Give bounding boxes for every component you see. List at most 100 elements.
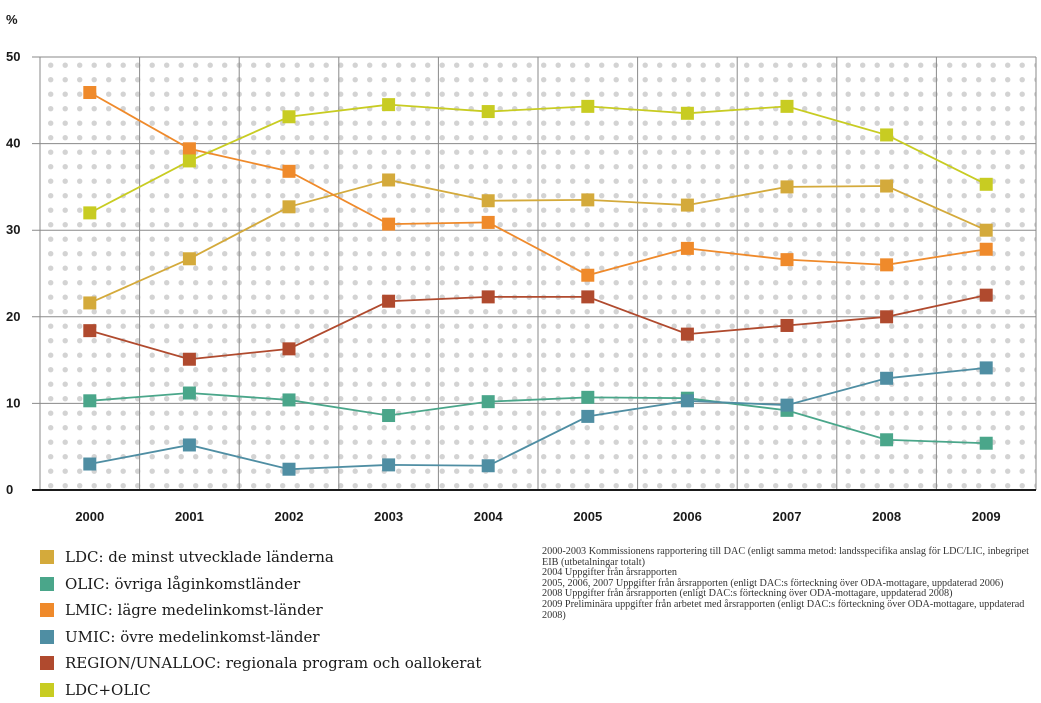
data-point [382, 173, 395, 186]
data-point [581, 410, 594, 423]
x-tick-label: 2003 [374, 509, 403, 524]
x-tick-label: 2001 [175, 509, 204, 524]
x-tick-label: 2004 [474, 509, 504, 524]
legend-item: REGION/UNALLOC: regionala program och oa… [40, 650, 481, 677]
data-point [482, 290, 495, 303]
data-point [183, 252, 196, 265]
x-tick-label: 2005 [573, 509, 602, 524]
data-point [482, 216, 495, 229]
legend-item: LDC+OLIC [40, 677, 481, 703]
legend-swatch [40, 577, 54, 591]
data-point [382, 98, 395, 111]
data-point [283, 463, 296, 476]
legend-swatch [40, 603, 54, 617]
data-point [880, 372, 893, 385]
data-point [681, 107, 694, 120]
data-point [980, 224, 993, 237]
y-tick-label: 20 [6, 309, 20, 324]
legend-label: LDC+OLIC [65, 681, 151, 699]
data-point [183, 142, 196, 155]
x-tick-label: 2007 [773, 509, 802, 524]
legend-label: UMIC: övre medelinkomst-länder [65, 628, 320, 646]
data-point [880, 433, 893, 446]
data-point [880, 180, 893, 193]
data-point [880, 310, 893, 323]
data-point [83, 206, 96, 219]
note-line: 2009 Preliminära uppgifter från arbetet … [542, 600, 1037, 621]
data-point [681, 199, 694, 212]
data-point [581, 391, 594, 404]
legend-item: LDC: de minst utvecklade länderna [40, 544, 481, 571]
data-point [781, 180, 794, 193]
data-point [980, 243, 993, 256]
legend: LDC: de minst utvecklade länderna OLIC: … [40, 544, 481, 703]
data-point [382, 458, 395, 471]
data-point [482, 105, 495, 118]
data-point [980, 178, 993, 191]
legend-swatch [40, 550, 54, 564]
x-tick-label: 2006 [673, 509, 702, 524]
legend-item: LMIC: lägre medelinkomst-länder [40, 597, 481, 624]
legend-item: OLIC: övriga låginkomstländer [40, 571, 481, 598]
data-point [83, 296, 96, 309]
legend-label: REGION/UNALLOC: regionala program och oa… [65, 654, 481, 672]
data-point [681, 328, 694, 341]
data-point [283, 165, 296, 178]
data-point [581, 100, 594, 113]
data-point [183, 154, 196, 167]
data-point [581, 269, 594, 282]
data-point [980, 289, 993, 302]
data-point [681, 394, 694, 407]
legend-swatch [40, 683, 54, 697]
legend-item: UMIC: övre medelinkomst-länder [40, 624, 481, 651]
x-tick-label: 2000 [75, 509, 104, 524]
data-point [880, 128, 893, 141]
x-tick-label: 2002 [275, 509, 304, 524]
data-point [382, 409, 395, 422]
data-point [83, 86, 96, 99]
data-point [183, 387, 196, 400]
data-point [581, 193, 594, 206]
data-point [980, 361, 993, 374]
data-point [781, 319, 794, 332]
y-tick-label: 30 [6, 222, 20, 237]
y-tick-label: 50 [6, 49, 20, 64]
legend-swatch [40, 630, 54, 644]
data-point [482, 194, 495, 207]
data-point [283, 342, 296, 355]
data-point [283, 110, 296, 123]
y-tick-label: 10 [6, 395, 20, 410]
data-point [581, 290, 594, 303]
data-point [283, 393, 296, 406]
data-point [781, 253, 794, 266]
y-axis-label: % [6, 12, 18, 27]
data-point [781, 100, 794, 113]
x-axis: 2000 2001 2002 2003 2004 2005 2006 2007 2008 2009 [75, 509, 1000, 524]
data-point [382, 295, 395, 308]
data-point [83, 394, 96, 407]
data-point [681, 242, 694, 255]
y-tick-label: 0 [6, 482, 13, 497]
legend-label: LMIC: lägre medelinkomst-länder [65, 601, 323, 619]
legend-label: OLIC: övriga låginkomstländer [65, 575, 300, 593]
data-point [83, 458, 96, 471]
data-point [781, 399, 794, 412]
data-point [83, 324, 96, 337]
x-tick-label: 2009 [972, 509, 1001, 524]
data-point [183, 438, 196, 451]
source-notes: 2000-2003 Kommissionens rapportering til… [542, 547, 1037, 621]
data-point [382, 218, 395, 231]
y-tick-label: 40 [6, 136, 20, 151]
x-tick-label: 2008 [872, 509, 901, 524]
data-point [283, 200, 296, 213]
data-point [183, 353, 196, 366]
legend-label: LDC: de minst utvecklade länderna [65, 548, 334, 566]
note-line: 2000-2003 Kommissionens rapportering til… [542, 547, 1037, 568]
data-point [482, 459, 495, 472]
y-axis: 0 10 20 30 40 50 [6, 49, 20, 497]
data-point [880, 258, 893, 271]
data-point [980, 437, 993, 450]
data-point [482, 395, 495, 408]
legend-swatch [40, 656, 54, 670]
